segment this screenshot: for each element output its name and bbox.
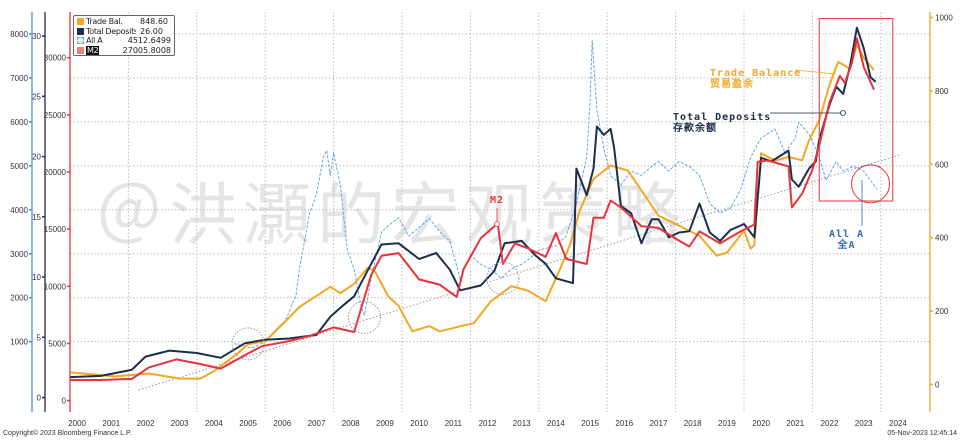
annotation-total-deposits: Total Deposits 存款余额 xyxy=(673,112,771,134)
x-tick-label: 2003 xyxy=(171,419,189,428)
axis-tick-label: 4000 xyxy=(10,206,28,215)
x-tick-label: 2021 xyxy=(786,419,804,428)
axis-tick-label: 7000 xyxy=(10,74,28,83)
series-line-total-deposits xyxy=(70,26,877,379)
highlight-box xyxy=(818,18,894,202)
legend-item-deposits[interactable]: Total Deposits 26.00 xyxy=(77,27,171,37)
axis-tick-label: 5000 xyxy=(10,162,28,171)
axis-tick-label: 3000 xyxy=(10,250,28,259)
x-tick-label: 2017 xyxy=(650,419,668,428)
axis-tick-label: 0 xyxy=(37,394,42,403)
legend-swatch xyxy=(77,18,84,26)
x-tick-label: 2000 xyxy=(68,419,86,428)
annotation-trade-balance: Trade Balance 贸易盈余 xyxy=(710,68,801,90)
legend-swatch xyxy=(77,37,84,45)
legend-label: M2 xyxy=(86,45,100,55)
annotation-en: All A xyxy=(829,229,865,240)
x-tick-label: 2012 xyxy=(479,419,497,428)
axis-tick-label: 10000 xyxy=(44,282,67,291)
legend-item-trade[interactable]: Trade Bal. 848.60 xyxy=(77,17,171,27)
x-tick-label: 2006 xyxy=(273,419,291,428)
x-tick-label: 2004 xyxy=(205,419,223,428)
axis-tick-label: 25000 xyxy=(44,111,67,120)
axis-tick-label: 10 xyxy=(32,273,41,282)
axis-tick-label: 800 xyxy=(935,87,949,96)
axis-tick-label: 8000 xyxy=(10,30,28,39)
x-tick-label: 2002 xyxy=(137,419,155,428)
axis-tick-label: 2000 xyxy=(10,294,28,303)
axis-tick-label: 5000 xyxy=(48,339,66,348)
series-line-trade-bal- xyxy=(70,43,875,380)
axis-tick-label: 30000 xyxy=(44,54,67,63)
x-tick-label: 2011 xyxy=(445,419,463,428)
legend-item-m2[interactable]: M2 27005.8008 xyxy=(77,45,171,56)
highlight-circle xyxy=(231,327,265,361)
highlight-circle xyxy=(347,300,381,334)
timestamp: 05-Nov-2023 12:45:14 xyxy=(887,430,957,437)
legend-swatch xyxy=(77,27,84,35)
axis-tick-label: 6000 xyxy=(10,118,28,127)
x-tick-label: 2008 xyxy=(342,419,360,428)
x-tick-label: 2020 xyxy=(752,419,770,428)
x-tick-label: 2007 xyxy=(308,419,326,428)
x-tick-label: 2005 xyxy=(239,419,257,428)
marker-deposits xyxy=(840,110,846,116)
axis-tick-label: 30 xyxy=(32,32,41,41)
x-tick-label: 2015 xyxy=(581,419,599,428)
legend-swatch xyxy=(77,46,84,54)
legend: Trade Bal. 848.60 Total Deposits 26.00 All… xyxy=(73,15,175,56)
axis-tick-label: 400 xyxy=(935,234,949,243)
axis-tick-label: 0 xyxy=(935,380,940,389)
axis-tick-label: 600 xyxy=(935,160,949,169)
legend-value: 26.00 xyxy=(140,26,163,36)
trendline xyxy=(138,153,902,391)
legend-label: All A xyxy=(86,36,103,46)
x-tick-label: 2019 xyxy=(718,419,736,428)
annotation-zh: 全A xyxy=(837,240,856,251)
x-tick-label: 2016 xyxy=(615,419,633,428)
x-tick-label: 2010 xyxy=(410,419,428,428)
marker-m2 xyxy=(494,221,500,227)
x-tick-label: 2013 xyxy=(513,419,531,428)
legend-label: Trade Bal. xyxy=(86,17,123,27)
x-tick-label: 2001 xyxy=(102,419,120,428)
annotation-zh: 贸易盈余 xyxy=(710,79,754,90)
axis-tick-label: 20 xyxy=(32,153,41,162)
x-tick-label: 2018 xyxy=(684,419,702,428)
axis-tick-label: 200 xyxy=(935,307,949,316)
axis-tick-label: 20000 xyxy=(44,168,67,177)
series-line-m2 xyxy=(70,37,875,381)
legend-value: 27005.8008 xyxy=(122,45,171,55)
annotation-en: Trade Balance xyxy=(710,68,802,79)
annotation-en: Total Deposits xyxy=(673,112,772,123)
annotation-m2: M2 xyxy=(490,195,505,206)
axis-tick-label: 25 xyxy=(32,92,41,101)
annotation-zh: 存款余额 xyxy=(673,123,717,134)
legend-label: Total Deposits xyxy=(86,26,136,36)
x-tick-label: 2009 xyxy=(376,419,394,428)
axis-tick-label: 0 xyxy=(62,397,67,406)
copyright: Copyright© 2023 Bloomberg Finance L.P. xyxy=(3,430,132,437)
axis-tick-label: 15 xyxy=(32,213,41,222)
axis-tick-label: 15000 xyxy=(44,225,67,234)
x-tick-label: 2022 xyxy=(821,419,839,428)
axis-tick-label: 1000 xyxy=(10,338,28,347)
series-line-all-a xyxy=(234,40,878,349)
axis-tick-label: 1000 xyxy=(935,14,953,23)
legend-item-all-a[interactable]: All A 4512.6499 xyxy=(77,36,171,46)
legend-value: 848.60 xyxy=(140,17,168,27)
axis-tick-label: 5 xyxy=(37,333,42,342)
annotation-all-a: All A 全A xyxy=(829,229,864,251)
highlight-circle xyxy=(486,261,520,295)
legend-value: 4512.6499 xyxy=(127,36,171,46)
highlight-circle xyxy=(851,164,891,204)
x-tick-label: 2014 xyxy=(547,419,565,428)
x-tick-label: 2023 xyxy=(855,419,873,428)
x-tick-label: 2024 xyxy=(889,419,907,428)
leader-line-trade xyxy=(794,69,837,75)
